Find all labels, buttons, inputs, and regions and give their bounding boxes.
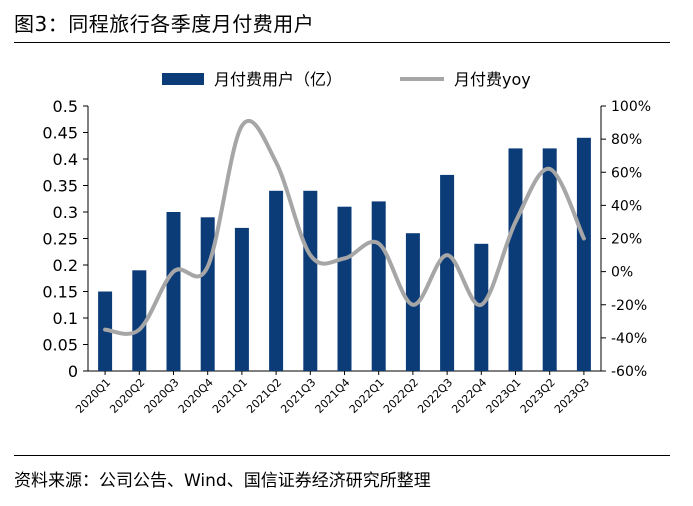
x-axis-tick-label: 2021Q2: [244, 376, 284, 416]
bar: [337, 206, 352, 371]
x-axis-tick-label: 2023Q3: [552, 376, 592, 416]
right-axis-tick-label: -40%: [611, 331, 647, 347]
legend-label-line: 月付费yoy: [454, 70, 531, 89]
x-axis-tick-label: 2020Q1: [73, 376, 113, 416]
x-axis-tick-label: 2021Q4: [313, 376, 353, 416]
right-axis-tick-label: 100%: [611, 99, 651, 115]
bar: [542, 148, 557, 371]
bar-series: [98, 137, 591, 371]
left-axis-tick-label: 0.35: [42, 177, 78, 196]
left-axis-tick-label: 0.25: [42, 230, 78, 249]
x-axis-tick-label: 2020Q3: [142, 376, 182, 416]
legend-swatch-bar: [162, 73, 204, 85]
bar: [474, 243, 489, 371]
bar: [200, 217, 215, 371]
right-axis-tick-label: 20%: [611, 232, 642, 248]
left-axis-tick-label: 0.05: [42, 336, 78, 355]
legend: 月付费用户（亿） 月付费yoy: [162, 70, 531, 89]
title-rule: [14, 42, 670, 43]
source-note: 资料来源：公司公告、Wind、国信证券经济研究所整理: [14, 471, 431, 491]
right-axis-tick-label: 0%: [611, 265, 633, 281]
left-axis-tick-label: 0: [68, 362, 78, 381]
bar: [132, 270, 147, 371]
yoy-line: [103, 118, 586, 336]
right-axis-tick-label: -20%: [611, 298, 647, 314]
x-axis-tick-label: 2021Q1: [210, 376, 250, 416]
line-series: [103, 118, 586, 336]
x-axis-tick-label: 2023Q1: [484, 376, 524, 416]
x-axis-tick-label: 2021Q3: [278, 376, 318, 416]
bar: [405, 233, 420, 371]
figure-title: 图3：同程旅行各季度月付费用户: [14, 12, 315, 36]
right-axis-tick-label: 60%: [611, 165, 642, 181]
left-axis-tick-label: 0.1: [53, 309, 78, 328]
x-axis-tick-label: 2020Q4: [176, 376, 216, 416]
bar: [303, 190, 318, 371]
left-axis-tick-label: 0.45: [42, 124, 78, 143]
right-axis-tick-label: -60%: [611, 364, 647, 380]
x-axis-tick-label: 2020Q2: [107, 376, 147, 416]
left-axis-tick-label: 0.5: [53, 97, 78, 116]
legend-label-bar: 月付费用户（亿）: [214, 70, 342, 89]
bar: [576, 137, 591, 371]
x-axis-tick-label: 2023Q2: [518, 376, 558, 416]
bar: [371, 201, 386, 371]
bar: [234, 227, 249, 371]
bar: [508, 148, 523, 371]
x-axis-tick-label: 2022Q2: [381, 376, 421, 416]
right-axis-tick-label: 40%: [611, 198, 642, 214]
bar: [166, 212, 181, 371]
right-axis-tick-label: 80%: [611, 132, 642, 148]
source-rule: [14, 455, 670, 456]
left-axis-tick-label: 0.15: [42, 283, 78, 302]
left-axis-tick-label: 0.2: [53, 256, 78, 275]
bar: [440, 174, 455, 371]
left-axis-tick-label: 0.3: [53, 203, 78, 222]
x-axis-tick-label: 2022Q1: [347, 376, 387, 416]
x-axis-tick-label: 2022Q4: [449, 376, 489, 416]
x-axis-tick-label: 2022Q3: [415, 376, 455, 416]
left-axis-tick-label: 0.4: [53, 150, 78, 169]
bar: [269, 190, 284, 371]
